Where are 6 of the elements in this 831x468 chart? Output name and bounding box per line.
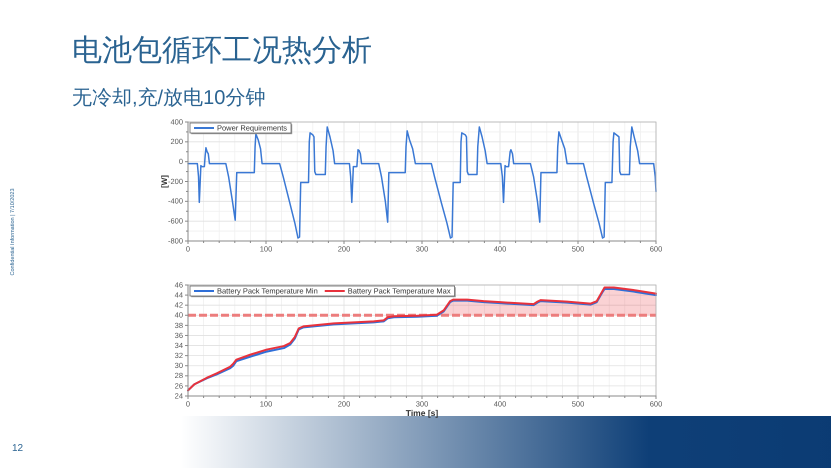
chart-subtitle: 无冷却,充/放电10分钟 <box>72 87 266 109</box>
chart-title: 电池包循环工况热分析 <box>72 34 372 67</box>
text: 12 <box>12 443 24 454</box>
line-series <box>187 126 657 239</box>
x-axis-title: Time [s] <box>406 408 438 418</box>
y-axis-title: [W] <box>160 174 169 188</box>
